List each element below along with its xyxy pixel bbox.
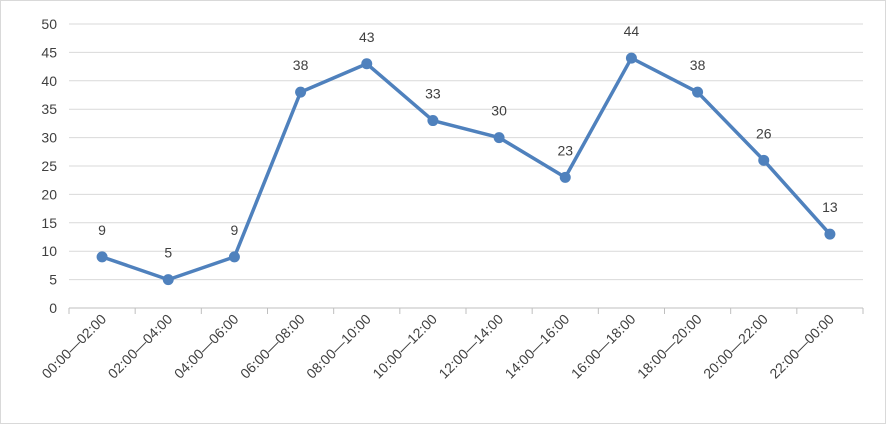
- data-point: [625, 52, 637, 64]
- y-tick-label: 15: [41, 215, 57, 231]
- y-axis-ticks: 0 5 10 15 20 25 30 35 40 45 50: [41, 16, 57, 316]
- x-tick-label: 04:00—06:00: [171, 311, 242, 382]
- data-label: 9: [231, 222, 239, 238]
- data-point: [96, 251, 108, 263]
- x-tick-label: 14:00—16:00: [502, 311, 573, 382]
- gridlines: [69, 23, 863, 281]
- x-tick-label: 22:00—00:00: [766, 311, 837, 382]
- y-tick-label: 0: [49, 300, 57, 316]
- data-point: [427, 115, 439, 127]
- series-line: [101, 56, 832, 282]
- data-point: [824, 228, 836, 240]
- x-tick-label: 08:00—10:00: [303, 311, 374, 382]
- x-tick-label: 06:00—08:00: [237, 311, 308, 382]
- data-label: 38: [690, 57, 706, 73]
- data-label: 26: [756, 125, 772, 141]
- data-point: [162, 274, 174, 286]
- data-label: 43: [359, 29, 375, 45]
- data-label: 30: [491, 103, 507, 119]
- data-point: [559, 171, 571, 183]
- y-tick-label: 35: [41, 101, 57, 117]
- y-tick-label: 5: [49, 272, 57, 288]
- data-point: [295, 86, 307, 98]
- y-tick-label: 20: [41, 186, 57, 202]
- data-label: 38: [293, 57, 309, 73]
- x-tick-label: 02:00—04:00: [105, 311, 176, 382]
- y-tick-label: 25: [41, 158, 57, 174]
- data-point: [692, 86, 704, 98]
- data-label: 23: [557, 142, 573, 158]
- x-tick-label: 00:00—02:00: [38, 311, 109, 382]
- data-labels: 9 5 9 38 43 33 30 23 44 38 26 13: [98, 23, 838, 261]
- x-tick-label: 16:00—18:00: [568, 311, 639, 382]
- y-tick-label: 50: [41, 16, 57, 32]
- data-point: [758, 154, 770, 166]
- data-point: [228, 251, 240, 263]
- series: [96, 52, 836, 286]
- y-tick-label: 40: [41, 73, 57, 89]
- x-tick-label: 10:00—12:00: [369, 311, 440, 382]
- x-tick-label: 20:00—22:00: [700, 311, 771, 382]
- data-label: 5: [164, 245, 172, 261]
- y-tick-label: 10: [41, 243, 57, 259]
- x-axis-ticks: 00:00—02:0002:00—04:0004:00—06:0006:00—0…: [38, 311, 837, 382]
- x-tick-label: 12:00—14:00: [435, 311, 506, 382]
- data-label: 9: [98, 222, 106, 238]
- data-label: 13: [822, 199, 838, 215]
- y-tick-label: 45: [41, 44, 57, 60]
- data-label: 44: [624, 23, 640, 39]
- y-tick-label: 30: [41, 130, 57, 146]
- data-point: [361, 58, 373, 70]
- data-label: 33: [425, 86, 441, 102]
- x-axis: [68, 307, 864, 314]
- x-tick-label: 18:00—20:00: [634, 311, 705, 382]
- data-point: [493, 132, 505, 144]
